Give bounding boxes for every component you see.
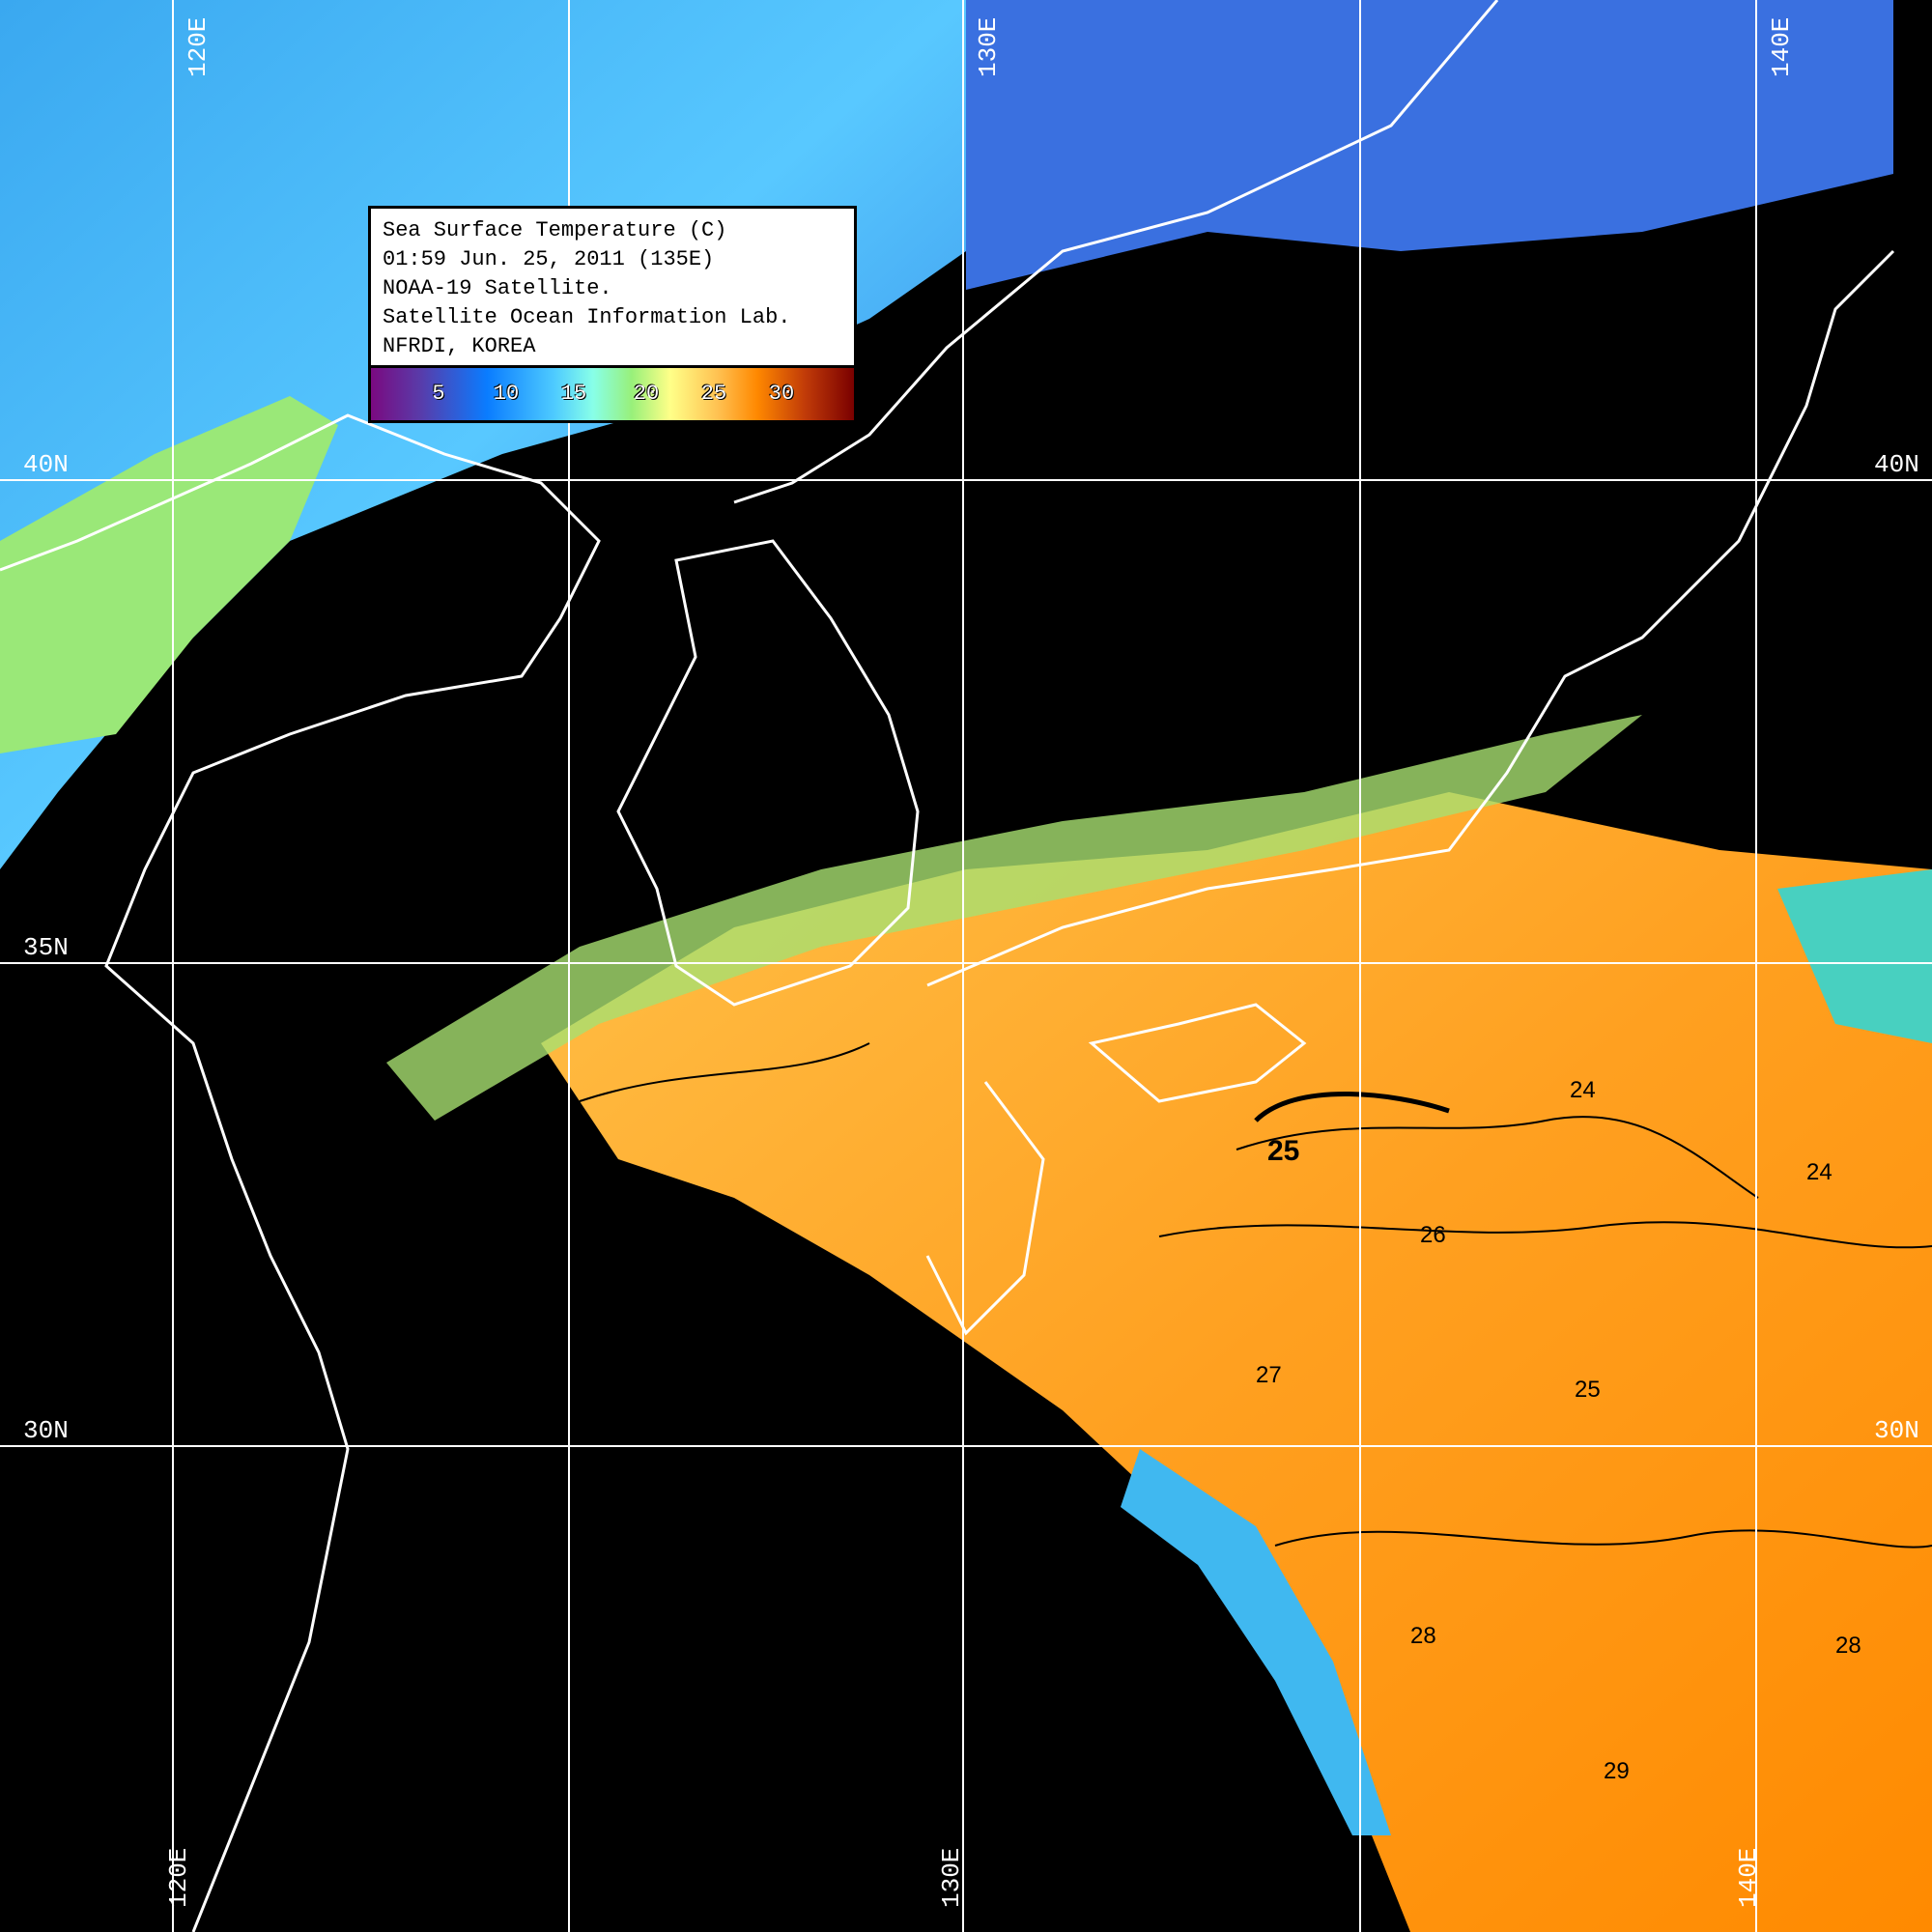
lat-label-30n-right: 30N [1874,1416,1919,1445]
lat-label-40n-left: 40N [23,450,69,479]
colorbar: 5 10 15 20 25 30 [371,365,854,420]
colorbar-tick: 5 [432,382,445,406]
lon-label-140e-top: 140E [1767,16,1796,77]
legend-title: Sea Surface Temperature (C) [383,218,727,242]
contour-label: 24 [1570,1077,1596,1103]
contour-label: 29 [1604,1758,1630,1784]
legend-lab: Satellite Ocean Information Lab. [383,305,791,329]
contour-label: 28 [1835,1633,1861,1659]
east-warm-blue [1777,869,1932,1043]
contour-label: 26 [1420,1222,1446,1248]
lon-label-140e-bottom: 140E [1734,1847,1763,1908]
warm-water-region [541,792,1932,1932]
legend-box: Sea Surface Temperature (C) 01:59 Jun. 25… [368,206,857,423]
colorbar-tick: 10 [493,382,520,406]
lon-label-130e-top: 130E [974,16,1003,77]
colorbar-tick: 25 [700,382,727,406]
contour-label: 25 [1267,1135,1300,1167]
contour-label: 24 [1806,1159,1833,1185]
contour-label: 25 [1575,1377,1601,1403]
colorbar-tick: 20 [633,382,660,406]
colorbar-tick: 30 [768,382,795,406]
lat-label-30n-left: 30N [23,1416,69,1445]
lon-label-130e-bottom: 130E [937,1847,966,1908]
contour-label: 27 [1256,1362,1282,1388]
cold-water-region-ne [966,0,1893,290]
legend-datetime: 01:59 Jun. 25, 2011 (135E) [383,247,715,271]
lon-label-120e-top: 120E [184,16,213,77]
legend-satellite: NOAA-19 Satellite. [383,276,612,300]
kuroshio-edge-blue [1121,1449,1391,1835]
isotherms [579,1042,1932,1548]
contour-label: 28 [1410,1623,1436,1649]
legend-institute: NFRDI, KOREA [383,334,536,358]
colorbar-tick: 15 [560,382,587,406]
bohai-green-region [0,396,338,753]
lat-label-40n-right: 40N [1874,450,1919,479]
lat-label-35n-left: 35N [23,933,69,962]
legend-text: Sea Surface Temperature (C) 01:59 Jun. 25… [371,209,854,365]
lon-label-120e-bottom: 120E [164,1847,193,1908]
frontal-green-band [386,715,1642,1121]
cold-water-region [0,0,966,869]
